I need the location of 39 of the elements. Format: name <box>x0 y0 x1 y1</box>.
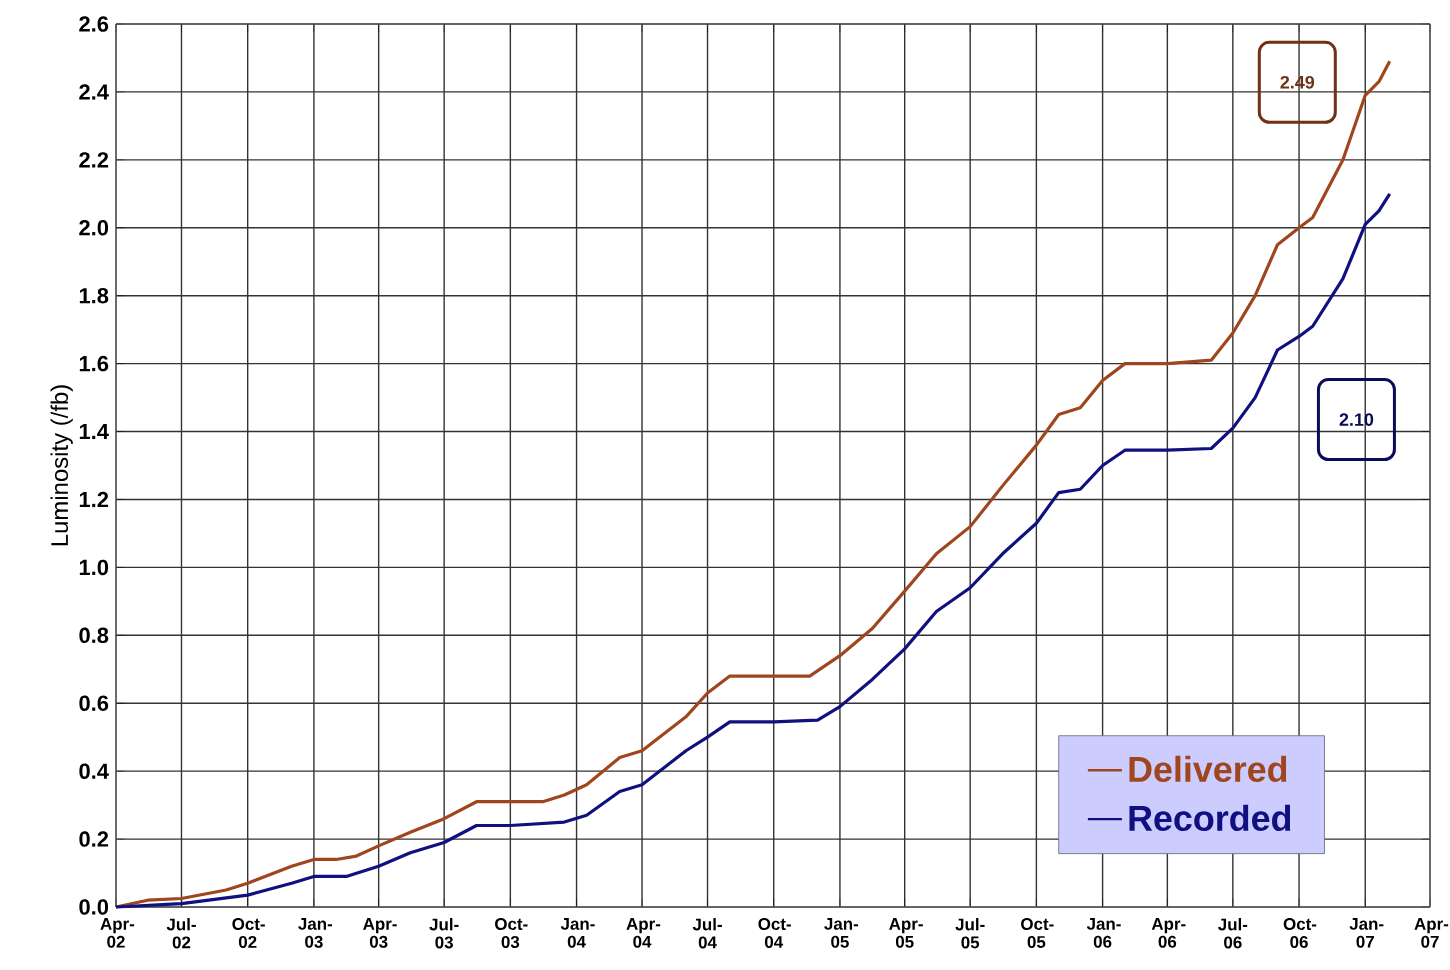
legend-label: Recorded <box>1129 804 1291 831</box>
x-tick-label: Apr-04 <box>626 918 661 948</box>
x-tick-label: Jul-02 <box>166 918 196 949</box>
y-tick-label: 2.6 <box>79 16 109 32</box>
y-tick-label: 1.0 <box>79 559 109 576</box>
x-tick-label: Oct-05 <box>1021 918 1054 948</box>
line-series <box>114 192 1392 909</box>
x-tick-label: Oct-04 <box>758 918 791 948</box>
y-tick-label: 0.2 <box>79 831 109 847</box>
y-tick-label: 0.6 <box>79 695 109 711</box>
x-tick-label: Jan-05 <box>824 918 859 948</box>
y-axis-title: Luminosity (/fb) <box>50 385 73 546</box>
y-tick-label: 1.6 <box>79 355 109 372</box>
x-tick-label: Jul-06 <box>1218 918 1248 949</box>
y-tick-label: 0.4 <box>79 763 109 779</box>
x-tick-label: Jan-04 <box>560 918 595 948</box>
x-tick-label: Apr-06 <box>1151 918 1186 948</box>
x-tick-label: Apr-05 <box>889 918 923 948</box>
y-tick-label: 0.8 <box>79 627 109 644</box>
y-tick-label: 2.2 <box>79 152 109 168</box>
y-tick-label: 1.2 <box>79 491 109 508</box>
x-tick-label: Oct-03 <box>495 918 528 948</box>
x-tick-label: Jul-04 <box>692 918 722 949</box>
x-tick-label: Jan-07 <box>1349 918 1384 948</box>
y-tick-label: 0.0 <box>79 899 109 915</box>
x-tick-label: Jul-03 <box>429 918 459 949</box>
x-tick-label: Oct-02 <box>232 918 265 948</box>
y-tick-label: 2.0 <box>79 220 109 236</box>
y-tick-label: 1.4 <box>79 424 109 440</box>
x-tick-label: Apr-02 <box>100 918 135 948</box>
x-tick-label: Apr-07 <box>1414 918 1449 948</box>
x-tick-label: Apr-03 <box>363 918 397 948</box>
x-tick-label: Oct-06 <box>1283 918 1317 948</box>
y-tick-label: 1.8 <box>79 287 109 304</box>
y-tick-label: 2.4 <box>79 84 109 100</box>
legend-label: Delivered <box>1129 755 1287 783</box>
x-tick-label: Jul-05 <box>955 918 985 949</box>
x-tick-label: Jan-03 <box>298 918 333 948</box>
x-tick-label: Jan-06 <box>1086 918 1121 948</box>
